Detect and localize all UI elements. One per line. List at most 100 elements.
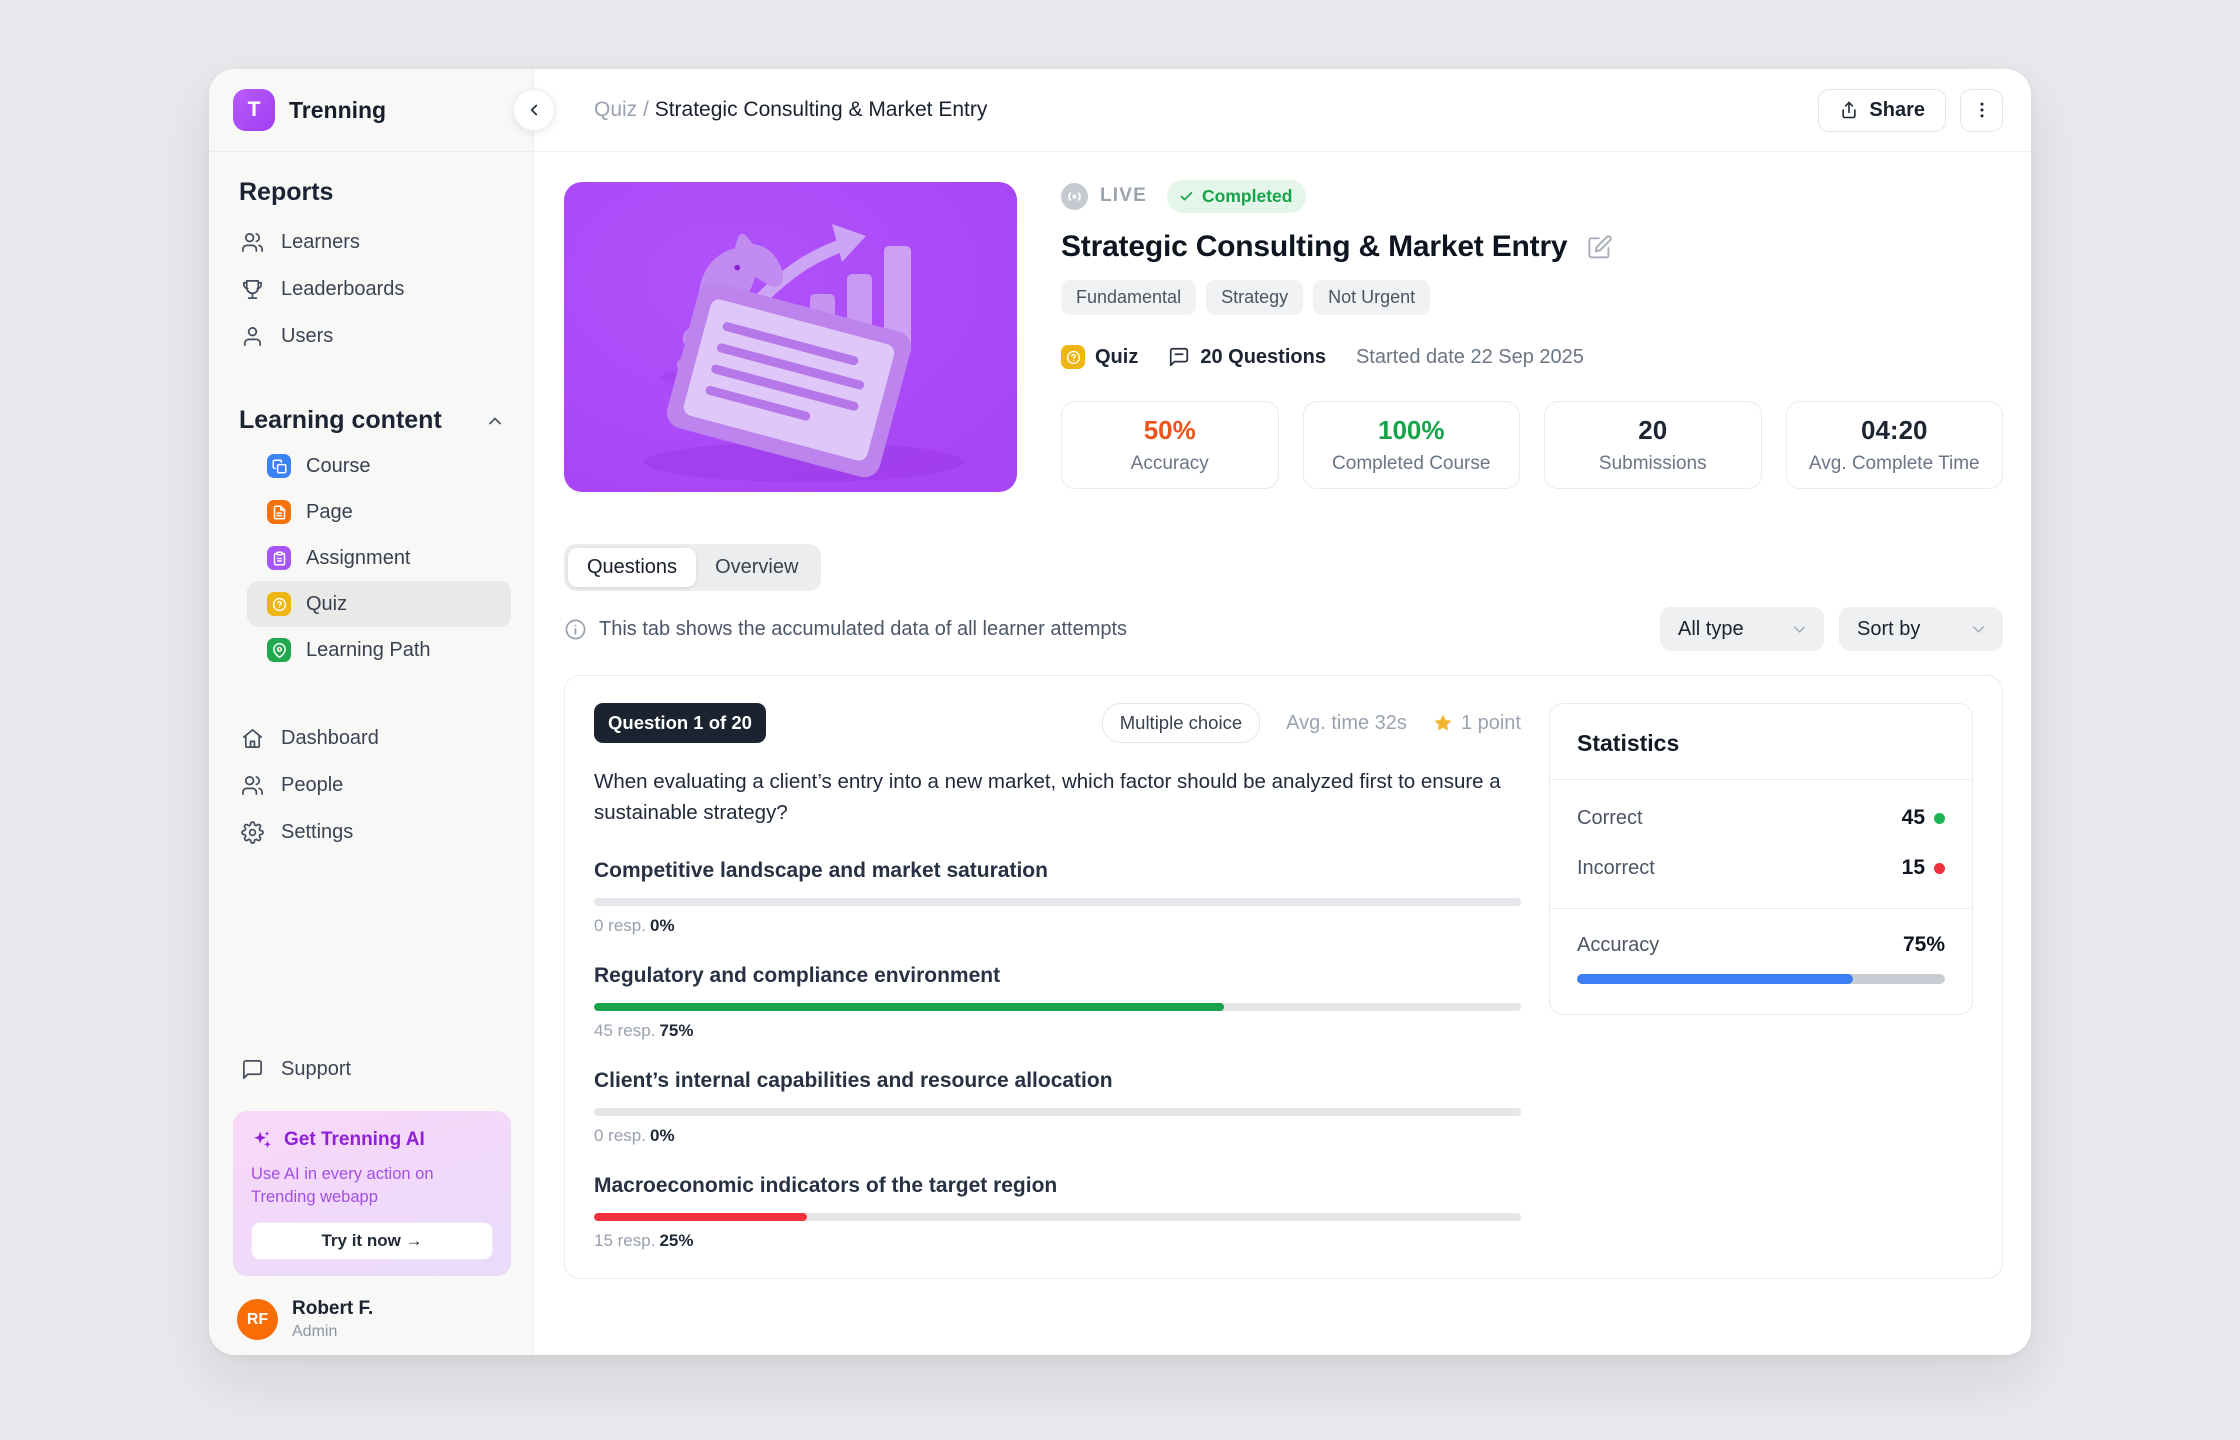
accuracy-block: Accuracy 75% — [1550, 909, 1972, 1014]
option-percent: 75% — [659, 1020, 694, 1040]
user-profile[interactable]: RF Robert F. Admin — [233, 1298, 511, 1341]
questions-count-label: 20 Questions — [1200, 345, 1326, 368]
brand-logo: T — [233, 89, 275, 131]
sidebar-header: T Trenning — [209, 69, 533, 152]
sidebar-item-label: Users — [281, 325, 334, 347]
stat-value: 50% — [1143, 415, 1196, 445]
breadcrumb-section[interactable]: Quiz / — [594, 98, 649, 121]
share-button[interactable]: Share — [1818, 88, 1946, 132]
quiz-hero: LIVE Completed Strategic Consulting & Ma… — [564, 179, 2003, 492]
reports-section-title: Reports — [239, 178, 334, 206]
content: LIVE Completed Strategic Consulting & Ma… — [534, 152, 2031, 1355]
support-chat-icon — [243, 1060, 262, 1080]
brand-name: Trenning — [289, 96, 387, 123]
sidebar-item-people[interactable]: People — [233, 762, 511, 809]
sparkles-icon — [254, 1131, 271, 1149]
edit-title-icon[interactable] — [1587, 234, 1613, 260]
tabs: Questions Overview — [564, 544, 822, 591]
sidebar-item-label: Learners — [281, 231, 360, 253]
option-label: Competitive landscape and market saturat… — [594, 858, 1048, 882]
statistics-row-correct: Correct 45 — [1577, 806, 1945, 830]
stat-card-accuracy: 50% Accuracy — [1061, 401, 1279, 489]
user-icon — [243, 327, 262, 346]
sidebar-item-learning-path[interactable]: Learning Path — [247, 627, 511, 673]
sidebar-item-learners[interactable]: Learners — [233, 219, 511, 266]
learning-section-title: Learning content — [239, 406, 442, 434]
accuracy-label: Accuracy — [1577, 933, 1660, 956]
kebab-icon — [1980, 102, 1983, 118]
topbar-actions: Share — [1818, 88, 2003, 132]
option-progress-track — [594, 1002, 1521, 1011]
option-progress-track — [594, 897, 1521, 906]
answer-option: Macroeconomic indicators of the target r… — [594, 1174, 1521, 1251]
sidebar-body: Reports Learners Leaderboards Users — [209, 152, 533, 1355]
assignment-icon — [267, 546, 291, 570]
statistics-rows: Correct 45 Incorrect 15 — [1550, 780, 1972, 908]
more-options-button[interactable] — [1960, 88, 2003, 132]
app-window: T Trenning Reports Learners Leaderboards — [209, 69, 2031, 1355]
sidebar-item-assignment[interactable]: Assignment — [247, 535, 511, 581]
sort-by-dropdown[interactable]: Sort by — [1839, 607, 2003, 651]
user-info: Robert F. Admin — [292, 1298, 373, 1341]
stat-card-avg-complete-time: 04:20 Avg. Complete Time — [1785, 401, 2003, 489]
learning-content-header[interactable]: Learning content — [233, 406, 505, 435]
note-filter-row: This tab shows the accumulated data of a… — [564, 607, 2003, 651]
star-icon — [1434, 714, 1452, 731]
page-icon — [267, 500, 291, 524]
info-icon — [565, 619, 586, 639]
users-icon — [242, 233, 263, 252]
user-name: Robert F. — [292, 1298, 374, 1319]
chevron-down-icon — [1793, 625, 1806, 633]
try-it-now-button[interactable]: Try it now → — [251, 1222, 493, 1260]
live-label: LIVE — [1100, 185, 1148, 206]
meta-row: Quiz 20 Questions Started date 22 Sep 20… — [1061, 345, 2003, 369]
learning-nav: Course Page Assignment Quiz — [233, 443, 511, 673]
option-progress-track — [594, 1107, 1521, 1116]
chevron-left-icon — [530, 104, 538, 116]
stat-label: Accuracy — [1130, 453, 1209, 474]
sidebar-item-quiz[interactable]: Quiz — [247, 581, 511, 627]
answer-option: Regulatory and compliance environment 45… — [594, 964, 1521, 1041]
questions-count-icon — [1168, 346, 1190, 368]
sidebar-item-leaderboards[interactable]: Leaderboards — [233, 266, 511, 313]
sidebar-item-course[interactable]: Course — [247, 443, 511, 489]
type-filter-dropdown[interactable]: All type — [1660, 607, 1824, 651]
sidebar-bottom-nav: Dashboard People Settings — [233, 715, 511, 856]
status-row: LIVE Completed — [1061, 179, 2003, 213]
points-label: 1 point — [1460, 711, 1521, 734]
strategy-illustration — [564, 182, 1017, 492]
avatar: RF — [237, 1299, 278, 1340]
user-role: Admin — [292, 1323, 338, 1340]
option-responses: 45 resp. 75% — [594, 1020, 694, 1040]
sidebar-item-dashboard[interactable]: Dashboard — [233, 715, 511, 762]
sidebar-item-label: Learning Path — [306, 638, 431, 661]
sidebar-item-label: Course — [306, 454, 371, 477]
stat-value: 20 — [1638, 415, 1668, 445]
tag: Not Urgent — [1313, 280, 1431, 315]
option-progress-fill — [594, 1212, 808, 1221]
sidebar-item-users[interactable]: Users — [233, 313, 511, 360]
question-header: Question 1 of 20 Multiple choice Avg. ti… — [594, 703, 1521, 743]
option-percent: 0% — [649, 915, 675, 935]
tab-overview[interactable]: Overview — [715, 556, 799, 578]
status-label: Completed — [1202, 185, 1293, 206]
stat-label: Submissions — [1598, 453, 1707, 474]
stat-card-completed-course: 100% Completed Course — [1302, 401, 1520, 489]
note-text: This tab shows the accumulated data of a… — [599, 617, 1128, 640]
back-button[interactable] — [513, 89, 555, 131]
option-label: Macroeconomic indicators of the target r… — [594, 1173, 1058, 1197]
tab-questions[interactable]: Questions — [568, 548, 697, 587]
question-number-badge: Question 1 of 20 — [594, 703, 766, 743]
stat-label: Completed Course — [1332, 453, 1491, 474]
accuracy-progress-track — [1577, 974, 1945, 984]
sidebar-spacer — [233, 856, 511, 1046]
quiz-type-icon — [1061, 345, 1085, 369]
people-icon — [242, 776, 263, 795]
stat-row-label: Correct — [1577, 806, 1643, 829]
statistics-row-incorrect: Incorrect 15 — [1577, 856, 1945, 880]
filters: All type Sort by — [1660, 607, 2003, 651]
sidebar-item-settings[interactable]: Settings — [233, 809, 511, 856]
sidebar-item-support[interactable]: Support — [233, 1046, 511, 1093]
gear-icon — [241, 821, 264, 844]
sidebar-item-page[interactable]: Page — [247, 489, 511, 535]
